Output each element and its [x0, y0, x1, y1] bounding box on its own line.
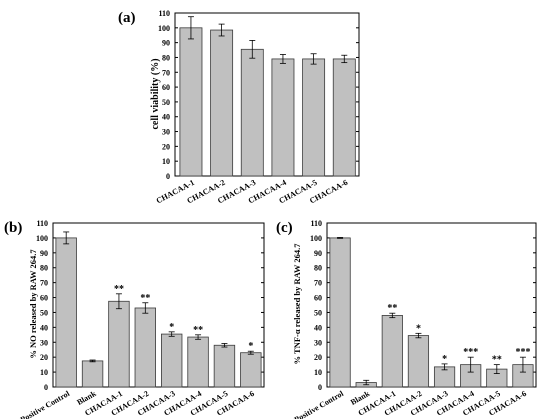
panel-b-ylabel: % NO released by RAW 264.7	[28, 249, 38, 359]
panel-b-ytick-label: 70	[40, 279, 48, 288]
panel-a-ytick-label: 30	[162, 128, 170, 137]
panel-c-significance-marker: **	[387, 303, 397, 314]
panel-b-significance-marker: **	[193, 325, 203, 336]
panel-a-axes-frame	[174, 12, 360, 177]
panel-b-bar	[187, 336, 209, 388]
panel-c-bar	[407, 335, 430, 388]
panel-a-ytick-label: 0	[166, 172, 170, 181]
panel-a-bar	[179, 27, 203, 177]
panel-c-ytick-label: 110	[310, 219, 322, 228]
panel-c: (c) % TNF-α released by RAW 264.7 0 10 20 3…	[276, 219, 537, 419]
panel-c-significance-marker: *	[442, 354, 447, 365]
panel-c-significance-marker: **	[492, 355, 502, 366]
panel-a-label: (a)	[118, 10, 136, 26]
panel-b-significance-marker: **	[140, 293, 150, 304]
panel-b-bar	[134, 307, 156, 388]
panel-b-axes-frame	[52, 222, 265, 388]
panel-c-ytick-label: 60	[314, 294, 322, 303]
panel-c-ytick-label: 50	[314, 308, 322, 317]
panel-b-bar	[161, 333, 183, 388]
panel-a-ytick-label: 90	[162, 39, 170, 48]
panel-c-ytick-label: 30	[314, 338, 322, 347]
panel-c-bar	[329, 237, 351, 388]
panel-c-ytick-label: 20	[314, 353, 322, 362]
panel-b-label: (b)	[4, 220, 22, 236]
panel-b-ytick-label: 30	[40, 338, 48, 347]
panel-c-ytick-label: 90	[314, 249, 322, 258]
panel-a-ylabel: cell viability (%)	[150, 58, 161, 129]
panel-c-ytick-label: 70	[314, 279, 322, 288]
panel-b-bar	[240, 352, 262, 388]
panel-a: (a) cell viability (%) 0 10 20 30 40 50 60 70 80…	[118, 9, 360, 205]
panel-b-ytick-label: 10	[40, 368, 48, 377]
panel-b-ytick-label: 80	[40, 264, 48, 273]
panel-c-bar	[381, 315, 403, 388]
panel-b-ytick-label: 20	[40, 353, 48, 362]
panel-c-ylabel: % TNF-α released by RAW 264.7	[292, 243, 302, 365]
panel-c-ytick-label: 10	[314, 368, 322, 377]
panel-b-significance-marker: *	[169, 322, 174, 333]
panel-a-ytick-label: 50	[162, 98, 170, 107]
panel-b-ytick-label: 90	[40, 249, 48, 258]
panel-a-ytick-label: 80	[162, 53, 170, 62]
panel-c-significance-marker: ***	[515, 347, 530, 358]
panel-a-ytick-label: 10	[162, 157, 170, 166]
panel-a-bar	[210, 29, 234, 177]
panel-b-bar	[213, 344, 236, 388]
panel-b-ytick-label: 0	[44, 383, 48, 392]
panel-c-ytick-label: 80	[314, 264, 322, 273]
panel-b-ytick-label: 110	[36, 219, 48, 228]
panel-c-significance-marker: *	[416, 323, 421, 334]
panel-c-label: (c)	[276, 220, 293, 236]
panel-a-ytick-label: 70	[162, 68, 170, 77]
panel-b-bar	[55, 237, 77, 388]
panel-a-ytick-label: 100	[158, 24, 170, 33]
panel-a-ytick-label: 110	[158, 9, 170, 18]
panel-b-category-label: Positive Control	[19, 389, 72, 419]
panel-a-ytick-label: 60	[162, 83, 170, 92]
panel-c-significance-marker: ***	[463, 347, 478, 358]
panel-b-ytick-label: 50	[40, 308, 48, 317]
panel-b-bar	[108, 300, 130, 388]
panel-c-ytick-label: 0	[318, 383, 322, 392]
panel-b-ytick-label: 40	[40, 323, 48, 332]
panel-b-bar	[81, 360, 104, 388]
panel-a-bar	[271, 58, 295, 177]
panel-b-significance-marker: *	[248, 341, 253, 352]
panel-b-significance-marker: **	[114, 284, 124, 295]
panel-c-category-label: Positive Control	[293, 389, 346, 419]
panel-b-ytick-label: 60	[40, 294, 48, 303]
panel-c-ytick-label: 100	[310, 234, 322, 243]
panel-c-ytick-label: 40	[314, 323, 322, 332]
panel-b: (b) % NO released by RAW 264.7 0 10 20 30 40…	[4, 219, 265, 419]
panel-a-bar	[332, 58, 356, 177]
panel-a-bar	[240, 48, 264, 177]
panel-a-ytick-label: 40	[162, 113, 170, 122]
panel-c-axes-frame	[326, 222, 537, 388]
panel-a-bar	[302, 58, 326, 177]
panel-a-ytick-label: 20	[162, 142, 170, 151]
panel-b-ytick-label: 100	[36, 234, 48, 243]
